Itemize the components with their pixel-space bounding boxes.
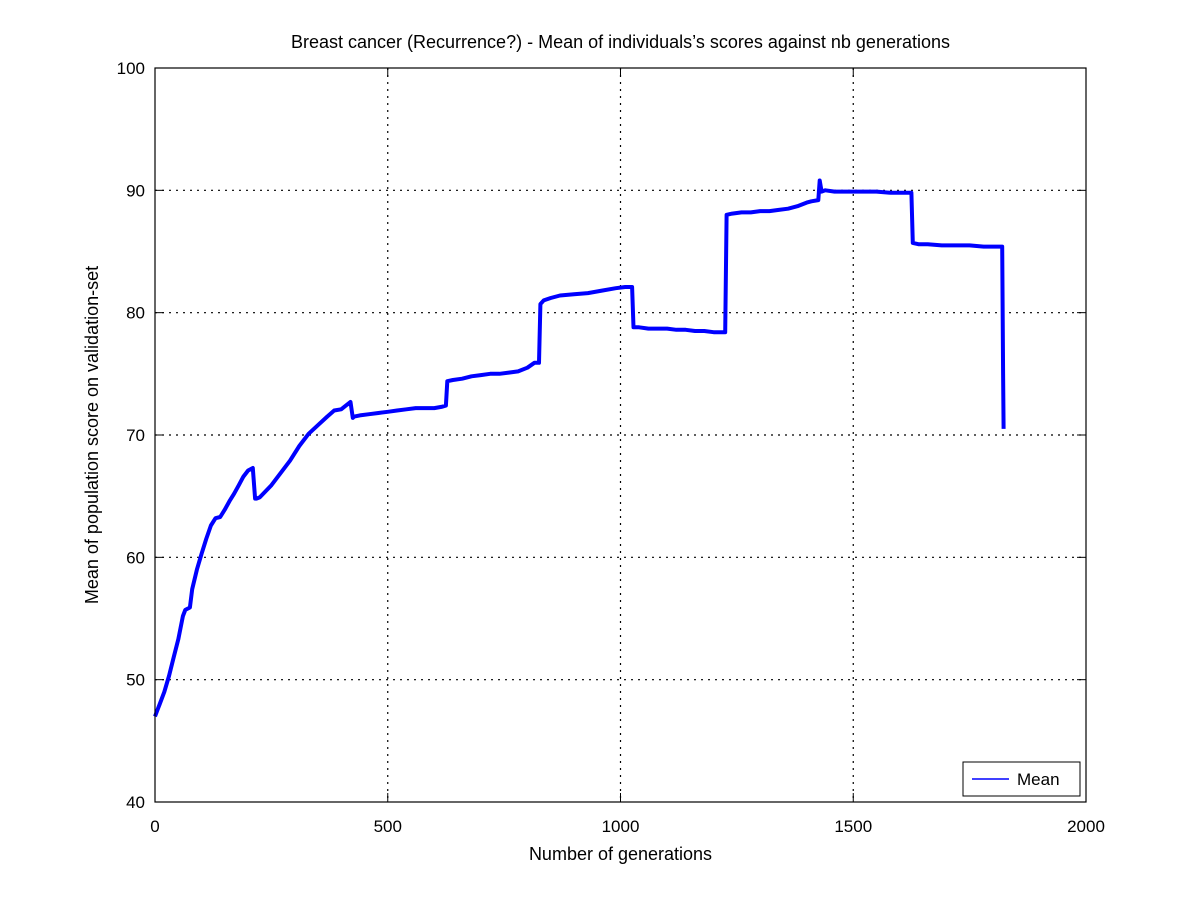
x-tick-label: 1500 [834, 817, 872, 836]
chart-title: Breast cancer (Recurrence?) - Mean of in… [291, 32, 950, 52]
y-tick-label: 90 [126, 181, 145, 200]
y-axis-label: Mean of population score on validation-s… [82, 266, 102, 604]
legend: Mean [962, 761, 1081, 797]
x-tick-label: 500 [374, 817, 402, 836]
x-tick-label: 1000 [602, 817, 640, 836]
y-tick-label: 100 [117, 59, 145, 78]
x-axis-label: Number of generations [529, 844, 712, 864]
y-tick-label: 80 [126, 304, 145, 323]
axis-ticks: 0 500 1000 1500 2000 40 50 60 70 80 90 100 [117, 59, 1105, 836]
series-layer [153, 178, 1006, 718]
y-tick-label: 50 [126, 671, 145, 690]
y-tick-label: 60 [126, 548, 145, 567]
x-tick-label: 2000 [1067, 817, 1105, 836]
legend-label: Mean [1017, 770, 1060, 789]
y-tick-label: 40 [126, 793, 145, 812]
x-tick-label: 0 [150, 817, 159, 836]
y-tick-label: 70 [126, 426, 145, 445]
series-line-mean [153, 178, 1006, 718]
